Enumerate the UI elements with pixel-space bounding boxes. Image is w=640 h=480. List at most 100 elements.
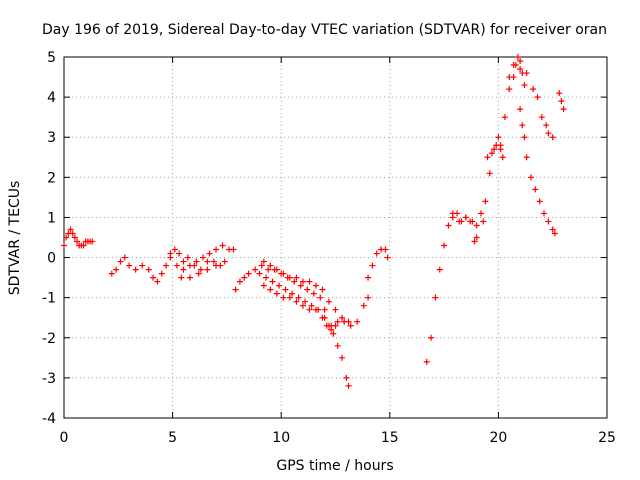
data-point bbox=[339, 354, 346, 361]
x-tick-label: 5 bbox=[168, 430, 177, 446]
data-point bbox=[232, 286, 239, 293]
data-point bbox=[519, 122, 526, 129]
data-point bbox=[204, 258, 211, 265]
data-point bbox=[297, 282, 304, 289]
data-point bbox=[210, 258, 217, 265]
data-point bbox=[354, 318, 361, 325]
data-point bbox=[306, 306, 313, 313]
data-point bbox=[260, 258, 267, 265]
data-point bbox=[163, 262, 170, 269]
data-point bbox=[462, 214, 469, 221]
data-point bbox=[61, 242, 67, 249]
data-points bbox=[61, 54, 567, 389]
data-point bbox=[293, 274, 300, 281]
data-point bbox=[219, 242, 226, 249]
data-point bbox=[534, 94, 541, 101]
data-point bbox=[551, 230, 558, 237]
data-point bbox=[69, 230, 76, 237]
data-point bbox=[145, 266, 152, 273]
data-point bbox=[545, 218, 552, 225]
data-point bbox=[517, 66, 524, 73]
y-tick-label: -2 bbox=[42, 331, 56, 347]
data-point bbox=[108, 270, 115, 277]
data-point bbox=[150, 274, 157, 281]
data-point bbox=[478, 210, 485, 217]
data-point bbox=[428, 334, 435, 341]
data-point bbox=[319, 314, 326, 321]
data-point bbox=[558, 98, 565, 105]
data-point bbox=[197, 266, 204, 273]
data-point bbox=[180, 266, 187, 273]
data-point bbox=[382, 246, 389, 253]
data-point bbox=[486, 170, 493, 177]
data-point bbox=[312, 306, 319, 313]
data-point bbox=[302, 298, 309, 305]
data-point bbox=[132, 266, 139, 273]
data-point bbox=[541, 210, 548, 217]
data-point bbox=[549, 134, 556, 141]
data-point bbox=[323, 322, 330, 329]
axis-ticks bbox=[63, 56, 608, 419]
data-point bbox=[497, 146, 504, 153]
data-point bbox=[186, 262, 193, 269]
data-point bbox=[139, 262, 146, 269]
data-point bbox=[173, 262, 180, 269]
data-point bbox=[491, 146, 498, 153]
data-point bbox=[488, 150, 495, 157]
data-point bbox=[265, 266, 272, 273]
data-point bbox=[273, 290, 280, 297]
data-point bbox=[328, 326, 335, 333]
data-point bbox=[334, 342, 341, 349]
data-point bbox=[493, 142, 500, 149]
data-point bbox=[384, 254, 391, 261]
data-point bbox=[178, 274, 185, 281]
data-point bbox=[484, 154, 491, 161]
data-point bbox=[180, 258, 187, 265]
data-point bbox=[236, 278, 243, 285]
data-point bbox=[514, 54, 521, 60]
data-point bbox=[506, 74, 513, 81]
data-point bbox=[369, 262, 376, 269]
data-point bbox=[456, 218, 463, 225]
data-point bbox=[332, 322, 339, 329]
data-point bbox=[360, 302, 367, 309]
data-point bbox=[63, 234, 70, 241]
data-point bbox=[549, 226, 556, 233]
y-tick-label: 3 bbox=[47, 130, 56, 146]
data-point bbox=[304, 286, 311, 293]
data-point bbox=[171, 246, 178, 253]
x-tick-labels: 0 5 10 15 20 25 bbox=[60, 430, 616, 446]
data-point bbox=[241, 274, 248, 281]
data-point bbox=[473, 222, 480, 229]
data-point bbox=[538, 114, 545, 121]
data-point bbox=[499, 154, 506, 161]
data-point bbox=[306, 278, 313, 285]
y-tick-label: 0 bbox=[47, 251, 56, 267]
x-tick-label: 25 bbox=[598, 430, 616, 446]
data-point bbox=[184, 254, 191, 261]
data-point bbox=[71, 234, 78, 241]
data-point bbox=[473, 234, 480, 241]
data-point bbox=[282, 286, 289, 293]
data-point bbox=[154, 278, 161, 285]
data-point bbox=[280, 294, 287, 301]
data-point bbox=[176, 250, 183, 257]
data-point bbox=[256, 270, 263, 277]
data-point bbox=[245, 270, 252, 277]
data-point bbox=[204, 266, 211, 273]
data-point bbox=[436, 266, 443, 273]
data-point bbox=[523, 154, 530, 161]
data-point bbox=[252, 266, 259, 273]
y-tick-label: 5 bbox=[47, 50, 56, 66]
data-point bbox=[469, 218, 476, 225]
data-point bbox=[510, 62, 517, 69]
data-point bbox=[325, 298, 332, 305]
data-point bbox=[482, 198, 489, 205]
data-point bbox=[365, 274, 372, 281]
x-tick-label: 10 bbox=[272, 430, 290, 446]
data-point bbox=[517, 58, 524, 65]
data-point bbox=[293, 298, 300, 305]
data-point bbox=[308, 302, 315, 309]
x-tick-label: 15 bbox=[381, 430, 399, 446]
data-point bbox=[321, 306, 328, 313]
